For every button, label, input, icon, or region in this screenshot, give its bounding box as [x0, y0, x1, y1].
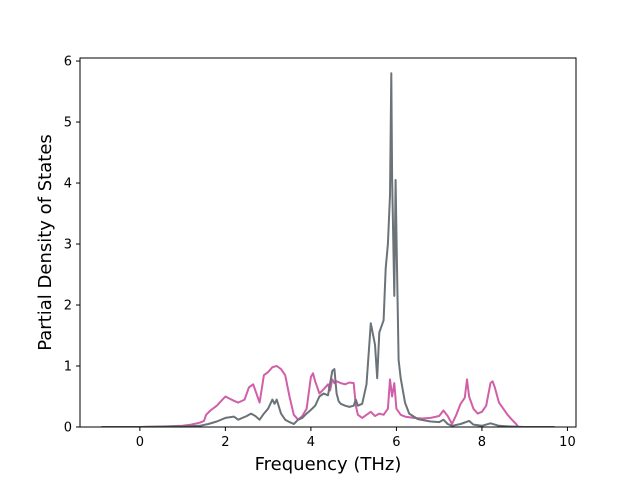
series-line-0: [101, 365, 520, 427]
y-tick-label: 4: [64, 177, 72, 192]
x-tick-label: 2: [221, 435, 229, 450]
x-axis-label: Frequency (THz): [255, 454, 402, 475]
ticks-layer: 0 2 4 6 8 10 0 1 2 3 4 5 6: [64, 55, 576, 450]
series-line-1: [101, 72, 555, 427]
y-axis-label: Partial Density of States: [35, 134, 56, 351]
x-tick-label: 0: [136, 435, 144, 450]
x-tick-label: 4: [307, 435, 315, 450]
y-tick-label: 0: [64, 421, 72, 436]
y-tick-label: 6: [64, 55, 72, 70]
series-layer: [101, 72, 555, 427]
plot-area-frame: [79, 57, 577, 428]
x-tick-label: 6: [392, 435, 400, 450]
y-tick-label: 1: [64, 360, 72, 375]
y-tick-label: 3: [64, 238, 72, 253]
x-tick-label: 10: [559, 435, 576, 450]
y-tick-label: 5: [64, 116, 72, 131]
x-tick-label: 8: [478, 435, 486, 450]
y-tick-label: 2: [64, 299, 72, 314]
